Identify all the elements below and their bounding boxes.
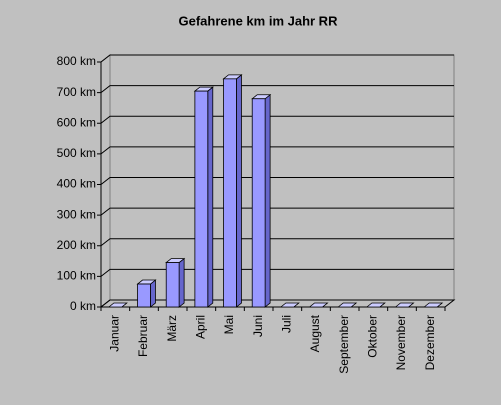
bar-top xyxy=(394,302,415,308)
x-tick-label: Oktober xyxy=(366,315,380,358)
bar-top xyxy=(279,302,300,308)
grid-line xyxy=(100,146,454,155)
x-tick-label: Mai xyxy=(222,315,236,334)
x-tick-label: Juni xyxy=(251,315,265,337)
bar xyxy=(193,86,214,308)
bar xyxy=(107,302,128,308)
bar-side xyxy=(178,257,185,308)
x-tick-label: September xyxy=(337,315,351,374)
bar-side xyxy=(207,86,214,308)
bar-front xyxy=(223,78,237,308)
chart-title: Gefahrene km im Jahr RR xyxy=(179,13,339,28)
bar-front xyxy=(251,98,266,308)
grid-line xyxy=(100,177,454,185)
bar-top xyxy=(308,302,329,308)
y-tick-label: 0 km xyxy=(70,299,96,313)
grid-line xyxy=(100,238,454,247)
grid-line xyxy=(100,115,454,124)
y-tick-label: 200 km xyxy=(57,238,96,252)
bar-front xyxy=(194,90,209,308)
grid-line xyxy=(100,268,454,277)
bar xyxy=(222,74,243,308)
bar xyxy=(423,302,444,308)
bar-top xyxy=(365,302,386,308)
bar xyxy=(251,93,272,308)
grid-line xyxy=(100,85,454,94)
x-tick-label: April xyxy=(194,315,208,339)
bar xyxy=(136,279,157,308)
y-tick-label: 700 km xyxy=(57,85,96,99)
bar-top xyxy=(423,302,444,308)
y-tick-label: 500 km xyxy=(57,146,96,160)
bar xyxy=(279,302,300,308)
bar xyxy=(394,302,415,308)
bar xyxy=(308,302,329,308)
x-tick-label: August xyxy=(308,314,322,352)
bar-front xyxy=(137,283,151,308)
y-tick-label: 400 km xyxy=(57,177,96,191)
x-tick-label: Februar xyxy=(136,315,150,357)
bar xyxy=(337,302,358,308)
y-tick-label: 600 km xyxy=(57,115,96,129)
y-tick-label: 300 km xyxy=(57,207,96,221)
bar-side xyxy=(264,93,271,308)
bar-top xyxy=(337,302,358,308)
y-tick-label: 800 km xyxy=(57,54,96,68)
x-tick-label: Juli xyxy=(280,315,294,333)
bar xyxy=(365,302,386,308)
x-tick-label: November xyxy=(394,315,408,370)
grid-line xyxy=(100,207,454,216)
bar-side xyxy=(236,74,242,308)
bar-top xyxy=(107,302,128,308)
x-tick-label: Dezember xyxy=(423,315,437,370)
bar-side xyxy=(150,279,156,308)
x-tick-label: März xyxy=(165,315,179,342)
bar-front xyxy=(165,262,180,308)
x-tick-label: Januar xyxy=(108,315,122,352)
grid-line xyxy=(100,54,454,63)
bar xyxy=(165,257,186,308)
y-tick-label: 100 km xyxy=(57,269,96,283)
grid-line xyxy=(100,299,454,308)
